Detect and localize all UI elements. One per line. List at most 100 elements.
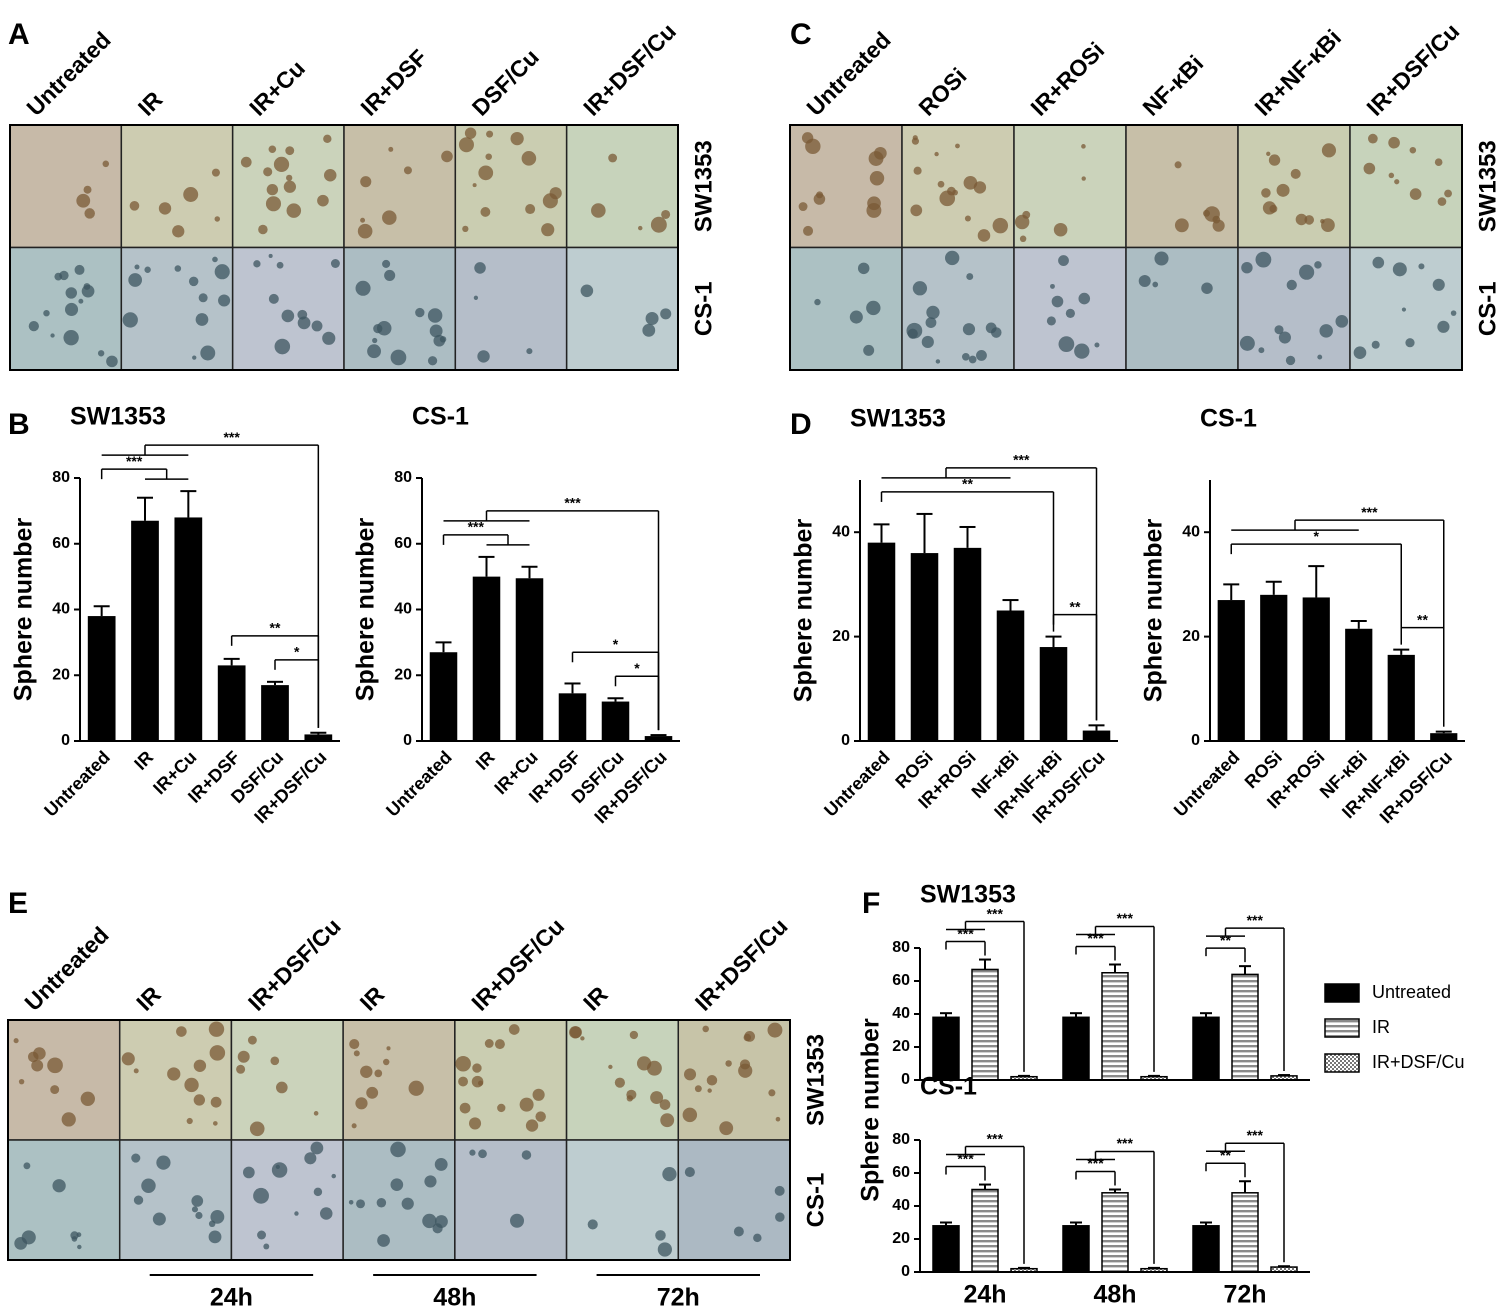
sphere [106, 355, 118, 368]
legend-swatch [1324, 1053, 1360, 1073]
sphere [43, 309, 50, 317]
micrograph [1349, 246, 1463, 371]
sphere [774, 1185, 785, 1196]
sphere [18, 1078, 25, 1085]
legend-swatch [1324, 1018, 1360, 1038]
sphere [174, 265, 182, 272]
sphere [355, 280, 371, 296]
column-label: IR+Cu [244, 55, 310, 121]
sphere [478, 165, 494, 181]
sphere [208, 1021, 225, 1037]
micrograph [1125, 246, 1239, 371]
sphere [297, 316, 311, 330]
sphere [156, 1155, 171, 1170]
sphere [134, 264, 140, 270]
sphere [376, 320, 392, 336]
significance-label: *** [468, 519, 485, 535]
sphere [274, 338, 291, 355]
x-tick-label: 24h [963, 1281, 1006, 1309]
sphere [458, 137, 474, 153]
sphere [1401, 307, 1407, 312]
panel-label: F [862, 887, 880, 920]
y-axis-label: Sphere number [1140, 519, 1168, 703]
sphere [183, 187, 199, 202]
sphere [863, 344, 875, 356]
sphere [31, 1059, 44, 1072]
sphere [1201, 282, 1213, 294]
sphere [591, 203, 606, 218]
sphere [608, 1064, 613, 1070]
micrograph [1013, 246, 1127, 371]
sphere [441, 150, 453, 163]
significance-label: ** [1070, 598, 1081, 614]
sphere [733, 1226, 744, 1237]
x-tick-label: IR [130, 747, 157, 774]
sphere [208, 1220, 216, 1228]
column-label: Untreated [801, 27, 895, 121]
bar [515, 578, 544, 741]
sphere [52, 1179, 66, 1193]
sphere [1255, 251, 1272, 268]
sphere [1174, 161, 1182, 169]
sphere [694, 1085, 702, 1093]
y-tick-label: 80 [394, 469, 412, 486]
sphere [1204, 206, 1220, 222]
bar [1062, 1016, 1090, 1081]
sphere [64, 302, 79, 317]
sphere [866, 202, 882, 218]
bar [429, 652, 458, 741]
sphere [1262, 201, 1277, 215]
sphere [313, 1187, 323, 1197]
sphere [429, 324, 443, 338]
sphere [285, 146, 295, 156]
sphere [158, 202, 172, 215]
sphere [659, 1099, 671, 1110]
y-tick-label: 40 [892, 1005, 910, 1022]
sphere [535, 1111, 546, 1122]
sphere [926, 305, 940, 320]
sphere [271, 1162, 288, 1178]
bar [953, 547, 982, 741]
y-tick-label: 80 [892, 939, 910, 956]
column-label: IR+DSF/Cu [466, 913, 569, 1016]
sphere [268, 145, 277, 154]
y-tick-label: 80 [52, 469, 70, 486]
sphere [1286, 279, 1297, 291]
sphere [906, 322, 923, 339]
grid-frame [7, 1019, 791, 1261]
sphere [172, 225, 185, 238]
sphere [355, 1097, 368, 1110]
sphere [569, 1026, 582, 1039]
sphere [237, 1050, 250, 1063]
chart-title: SW1353 [850, 405, 946, 433]
bar [87, 616, 116, 741]
significance-label: *** [1117, 1135, 1134, 1151]
bar [1101, 972, 1129, 1081]
sphere [1321, 218, 1335, 233]
sphere [266, 183, 279, 196]
legend-label: Untreated [1372, 982, 1451, 1002]
sphere [1363, 162, 1376, 175]
sphere [351, 1123, 357, 1129]
sphere [1152, 281, 1159, 288]
sphere [322, 331, 336, 345]
sphere [485, 153, 492, 160]
sphere [857, 262, 870, 275]
chart-title: SW1353 [70, 403, 166, 431]
sphere [1444, 189, 1452, 198]
sphere [1154, 251, 1169, 266]
sphere [937, 180, 945, 188]
sphere [83, 185, 92, 194]
bar [1231, 1192, 1259, 1273]
sphere [76, 193, 91, 208]
sphere [707, 1088, 712, 1093]
sphere [484, 1039, 494, 1048]
micrograph [565, 1139, 680, 1261]
sphere [510, 1213, 525, 1228]
micrograph [230, 1139, 344, 1261]
significance-label: ** [962, 476, 973, 492]
sphere [263, 167, 273, 177]
sphere [702, 1025, 709, 1033]
sphere [384, 269, 396, 282]
sphere [434, 1215, 448, 1228]
